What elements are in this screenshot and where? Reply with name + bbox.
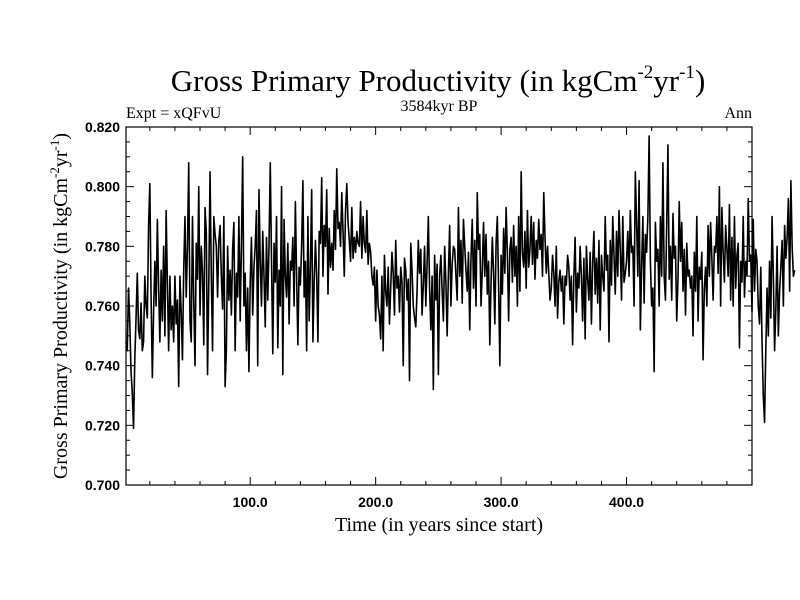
x-tick-label: 300.0 — [484, 494, 519, 510]
period-label: 3584kyr BP — [401, 98, 478, 115]
y-tick-label: 0.800 — [85, 179, 120, 195]
chart-title: Gross Primary Productivity (in kgCm-2yr-… — [171, 62, 706, 98]
y-tick-label: 0.700 — [85, 477, 120, 493]
y-tick-label: 0.740 — [85, 358, 120, 374]
y-tick-label: 0.760 — [85, 298, 120, 314]
season-label: Ann — [724, 105, 752, 122]
x-tick-label: 400.0 — [609, 494, 644, 510]
y-tick-label: 0.820 — [85, 119, 120, 135]
axis-ticks: 100.0 200.0 300.0 400.0 0.700 0.720 0.740 0.760… — [85, 119, 752, 510]
x-tick-label: 100.0 — [233, 494, 268, 510]
y-tick-label: 0.780 — [85, 238, 120, 254]
experiment-label: Expt = xQFvU — [126, 105, 222, 122]
y-tick-label: 0.720 — [85, 417, 120, 433]
series-line-gpp — [125, 135, 796, 430]
x-tick-label: 200.0 — [358, 494, 393, 510]
y-axis-label: Gross Primary Productivity (in kgCm-2yr-… — [47, 133, 72, 479]
x-axis-label: Time (in years since start) — [335, 514, 543, 536]
